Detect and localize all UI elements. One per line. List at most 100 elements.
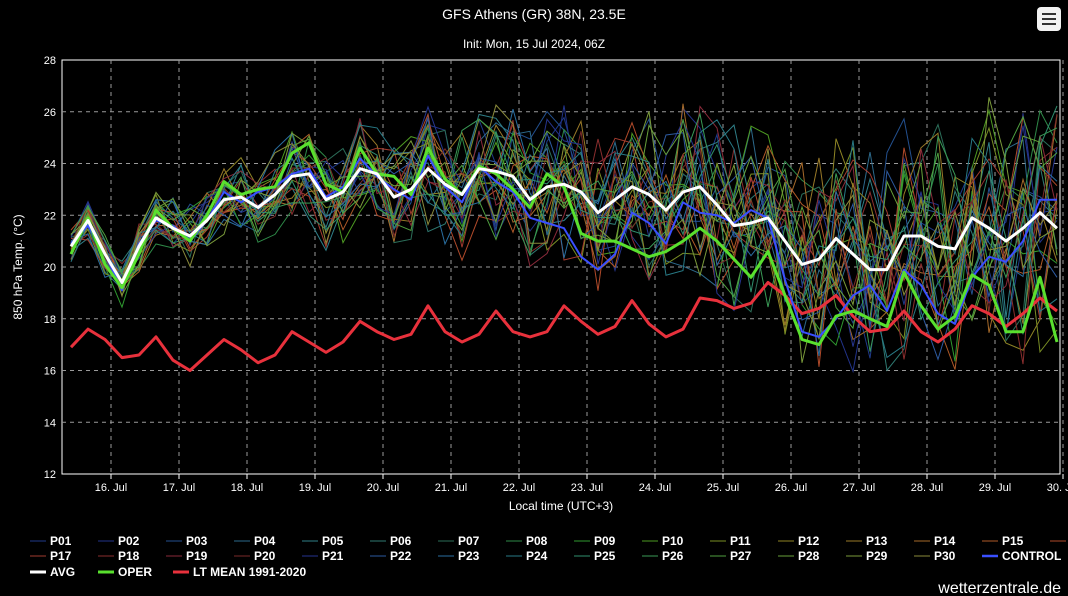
y-tick-label: 28 — [44, 55, 56, 67]
y-tick-label: 12 — [44, 469, 56, 481]
legend-item-p13[interactable]: P13 — [846, 534, 888, 548]
legend-item-p07[interactable]: P07 — [438, 534, 480, 548]
x-axis: 16. Jul 17. Jul 18. Jul 19. Jul 20. Jul 21. J… — [95, 482, 1068, 494]
legend-item-p27[interactable]: P27 — [710, 549, 752, 563]
svg-text:LT MEAN 1991-2020: LT MEAN 1991-2020 — [193, 565, 306, 579]
svg-text:AVG: AVG — [50, 565, 75, 579]
ensemble-line-p30 — [70, 103, 1058, 340]
svg-text:P26: P26 — [662, 549, 684, 563]
x-tick-label: 25. Jul — [707, 482, 739, 494]
legend-item-p09[interactable]: P09 — [574, 534, 616, 548]
ensemble-line-p24 — [70, 119, 1058, 359]
svg-text:P19: P19 — [186, 549, 208, 563]
x-tick-label: 20. Jul — [367, 482, 399, 494]
y-tick-label: 14 — [44, 417, 56, 429]
legend-item-p26[interactable]: P26 — [642, 549, 684, 563]
ensemble-line-p27 — [70, 115, 1058, 330]
legend-item-p30[interactable]: P30 — [914, 549, 956, 563]
x-tick-label: 23. Jul — [571, 482, 603, 494]
y-tick-label: 22 — [44, 210, 56, 222]
svg-text:P03: P03 — [186, 534, 208, 548]
y-tick-label: 16 — [44, 366, 56, 378]
legend-item-p28[interactable]: P28 — [778, 549, 820, 563]
svg-text:P18: P18 — [118, 549, 140, 563]
legend-item-p11[interactable]: P11 — [710, 534, 751, 548]
legend-item-control[interactable]: CONTROL — [982, 549, 1061, 563]
svg-text:P09: P09 — [594, 534, 616, 548]
legend-item-lt-mean-1991-2020[interactable]: LT MEAN 1991-2020 — [173, 565, 306, 579]
legend-item-p25[interactable]: P25 — [574, 549, 616, 563]
x-tick-label: 18. Jul — [231, 482, 263, 494]
y-axis: 12 14 16 18 20 22 24 26 28 — [44, 55, 56, 481]
x-tick-label: 26. Jul — [775, 482, 807, 494]
svg-text:P10: P10 — [662, 534, 684, 548]
legend-item-p19[interactable]: P19 — [166, 549, 208, 563]
x-tick-label: 28. Jul — [911, 482, 943, 494]
x-tick-label: 16. Jul — [95, 482, 127, 494]
svg-text:P17: P17 — [50, 549, 72, 563]
chart-subtitle: Init: Mon, 15 Jul 2024, 06Z — [463, 37, 605, 51]
svg-text:P20: P20 — [254, 549, 276, 563]
svg-text:P15: P15 — [1002, 534, 1024, 548]
legend-item-p06[interactable]: P06 — [370, 534, 412, 548]
x-axis-label: Local time (UTC+3) — [509, 499, 613, 513]
hamburger-menu-icon[interactable] — [1037, 7, 1061, 31]
chart-title: GFS Athens (GR) 38N, 23.5E — [442, 6, 626, 22]
svg-text:P25: P25 — [594, 549, 616, 563]
x-tick-label: 17. Jul — [163, 482, 195, 494]
legend-item-p29[interactable]: P29 — [846, 549, 888, 563]
svg-text:P06: P06 — [390, 534, 412, 548]
svg-text:P27: P27 — [730, 549, 752, 563]
x-tick-label: 22. Jul — [503, 482, 535, 494]
legend-item-p12[interactable]: P12 — [778, 534, 820, 548]
legend-item-p24[interactable]: P24 — [506, 549, 548, 563]
legend-item-p22[interactable]: P22 — [370, 549, 412, 563]
y-tick-label: 18 — [44, 314, 56, 326]
legend-item-p10[interactable]: P10 — [642, 534, 684, 548]
legend-item-p18[interactable]: P18 — [98, 549, 140, 563]
x-tick-label: 24. Jul — [639, 482, 671, 494]
legend: P01 P02 P03 P04 P05 P06 P07 P08 P09 P10 P11 P12 P13 P… — [30, 534, 1068, 579]
legend-item-avg[interactable]: AVG — [30, 565, 75, 579]
legend-item-p05[interactable]: P05 — [302, 534, 344, 548]
svg-text:P02: P02 — [118, 534, 140, 548]
legend-item-p03[interactable]: P03 — [166, 534, 208, 548]
legend-item-p14[interactable]: P14 — [914, 534, 956, 548]
legend-item-p08[interactable]: P08 — [506, 534, 548, 548]
svg-text:P24: P24 — [526, 549, 548, 563]
legend-item-p16[interactable]: P16 — [1050, 534, 1068, 548]
x-tick-label: 21. Jul — [435, 482, 467, 494]
svg-text:P13: P13 — [866, 534, 888, 548]
x-tick-label: 29. Jul — [979, 482, 1011, 494]
y-tick-label: 26 — [44, 107, 56, 119]
main-series-lines — [69, 141, 1059, 372]
series-line-avg — [69, 167, 1059, 284]
svg-text:P05: P05 — [322, 534, 344, 548]
legend-item-p20[interactable]: P20 — [234, 549, 276, 563]
svg-text:P14: P14 — [934, 534, 956, 548]
legend-item-p17[interactable]: P17 — [30, 549, 72, 563]
y-tick-label: 20 — [44, 262, 56, 274]
x-tick-label: 27. Jul — [843, 482, 875, 494]
legend-item-p21[interactable]: P21 — [302, 549, 344, 563]
ensemble-line-p25 — [70, 105, 1058, 335]
legend-item-p23[interactable]: P23 — [438, 549, 480, 563]
svg-text:P29: P29 — [866, 549, 888, 563]
svg-text:P30: P30 — [934, 549, 956, 563]
legend-item-p01[interactable]: P01 — [30, 534, 72, 548]
y-tick-label: 24 — [44, 159, 56, 171]
legend-item-p15[interactable]: P15 — [982, 534, 1024, 548]
series-line-lt-mean-1991-2020 — [69, 281, 1058, 372]
svg-text:OPER: OPER — [118, 565, 152, 579]
svg-text:P12: P12 — [798, 534, 820, 548]
legend-item-oper[interactable]: OPER — [98, 565, 152, 579]
svg-text:CONTROL: CONTROL — [1002, 549, 1061, 563]
svg-text:P04: P04 — [254, 534, 276, 548]
svg-text:P08: P08 — [526, 534, 548, 548]
legend-item-p02[interactable]: P02 — [98, 534, 140, 548]
svg-text:P11: P11 — [730, 534, 751, 548]
legend-item-p04[interactable]: P04 — [234, 534, 276, 548]
svg-text:P22: P22 — [390, 549, 412, 563]
x-tick-label: 30. Jul — [1047, 482, 1068, 494]
